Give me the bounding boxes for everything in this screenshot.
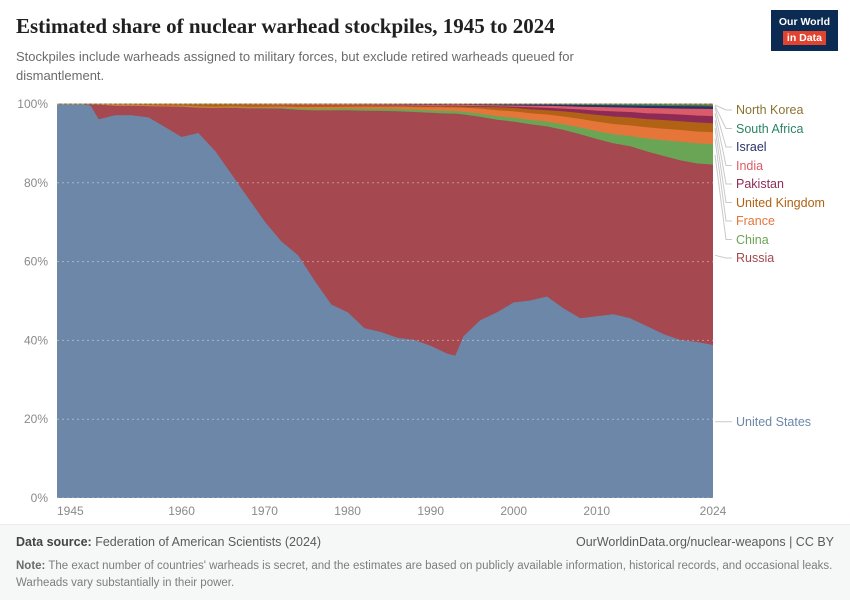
x-tick-label: 2010 <box>583 504 610 518</box>
legend-item-israel[interactable]: Israel <box>736 140 767 154</box>
legend-connector <box>714 112 732 166</box>
chart-subtitle: Stockpiles include warheads assigned to … <box>16 49 574 83</box>
y-tick-label: 100% <box>17 97 48 111</box>
y-tick-label: 0% <box>31 491 49 505</box>
legend-connector <box>714 254 732 259</box>
legend-item-india[interactable]: India <box>736 158 764 173</box>
legend-connector <box>714 138 732 222</box>
legend-item-united-kingdom[interactable]: United Kingdom <box>736 195 825 210</box>
x-tick-label: 1980 <box>334 504 361 518</box>
x-tick-label: 1970 <box>251 504 278 518</box>
x-tick-label: 1960 <box>168 504 195 518</box>
x-tick-label: 2000 <box>500 504 527 518</box>
series-top-line <box>57 103 714 134</box>
owid-logo-line1: Our World <box>778 16 830 28</box>
x-tick-label: 1990 <box>417 504 444 518</box>
area-united-states[interactable] <box>57 104 713 498</box>
y-tick-label: 40% <box>24 333 48 347</box>
legend-connector <box>714 104 732 111</box>
legend-item-pakistan[interactable]: Pakistan <box>736 177 784 191</box>
legend-item-north-korea[interactable]: North Korea <box>736 103 804 117</box>
legend-item-france[interactable]: France <box>736 214 775 228</box>
y-tick-label: 20% <box>24 412 48 426</box>
note-label: Note: <box>16 560 46 572</box>
note-text: The exact number of countries' warheads … <box>16 560 833 590</box>
legend-connector <box>714 105 732 129</box>
area-india[interactable] <box>57 104 713 117</box>
legend-item-china[interactable]: China <box>736 232 769 247</box>
x-tick-label: 2024 <box>700 504 727 518</box>
area-israel[interactable] <box>57 104 713 110</box>
legend-item-russia[interactable]: Russia <box>736 251 775 265</box>
area-china[interactable] <box>57 104 713 166</box>
legend-connector <box>714 128 732 203</box>
data-source-label: Data source: <box>16 535 92 549</box>
owid-logo[interactable]: Our World in Data <box>770 10 838 52</box>
x-tick-label: 1945 <box>57 504 84 518</box>
series-top-line <box>57 103 714 357</box>
owid-link[interactable]: OurWorldinData.org/nuclear-weapons | CC … <box>576 535 834 549</box>
legend-item-united-states[interactable]: United States <box>736 414 812 429</box>
area-france[interactable] <box>57 104 713 145</box>
y-tick-label: 80% <box>24 176 48 190</box>
area-russia[interactable] <box>57 104 713 357</box>
area-pakistan[interactable] <box>57 104 713 124</box>
chart-footer: Data source: Federation of American Scie… <box>0 524 850 600</box>
page-title: Estimated share of nuclear warhead stock… <box>16 14 555 38</box>
owid-logo-line2: in Data <box>782 30 826 46</box>
y-tick-label: 60% <box>24 255 48 269</box>
legend-connector <box>714 120 732 185</box>
legend-connector <box>714 154 732 240</box>
legend-connector <box>714 107 732 148</box>
data-source: Data source: Federation of American Scie… <box>16 535 321 549</box>
data-source-value[interactable]: Federation of American Scientists (2024) <box>95 535 322 549</box>
stacked-area-chart[interactable]: 0% 20% 40% 60% 80% 100% 1945 1960 1970 1980 1990 20… <box>0 96 850 520</box>
legend-item-south-africa[interactable]: South Africa <box>736 121 804 136</box>
chart-note: Note: The exact number of countries' war… <box>16 558 834 593</box>
